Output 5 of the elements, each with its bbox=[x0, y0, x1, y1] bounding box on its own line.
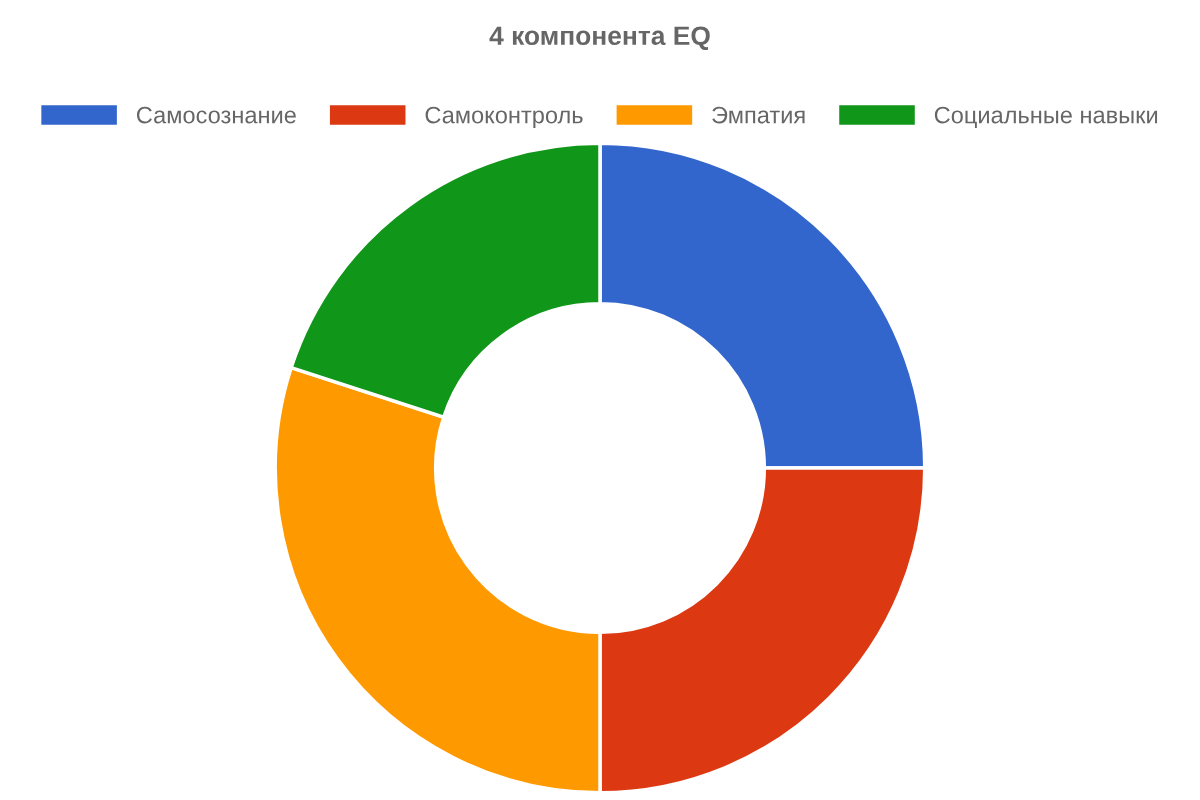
legend-label: Самосознание bbox=[136, 106, 296, 124]
chart-title: 4 компонента EQ bbox=[489, 26, 710, 51]
legend-label: Эмпатия bbox=[712, 106, 805, 124]
legend-label: Социальные навыки bbox=[934, 106, 1158, 128]
legend-label: Самоконтроль bbox=[425, 106, 583, 129]
